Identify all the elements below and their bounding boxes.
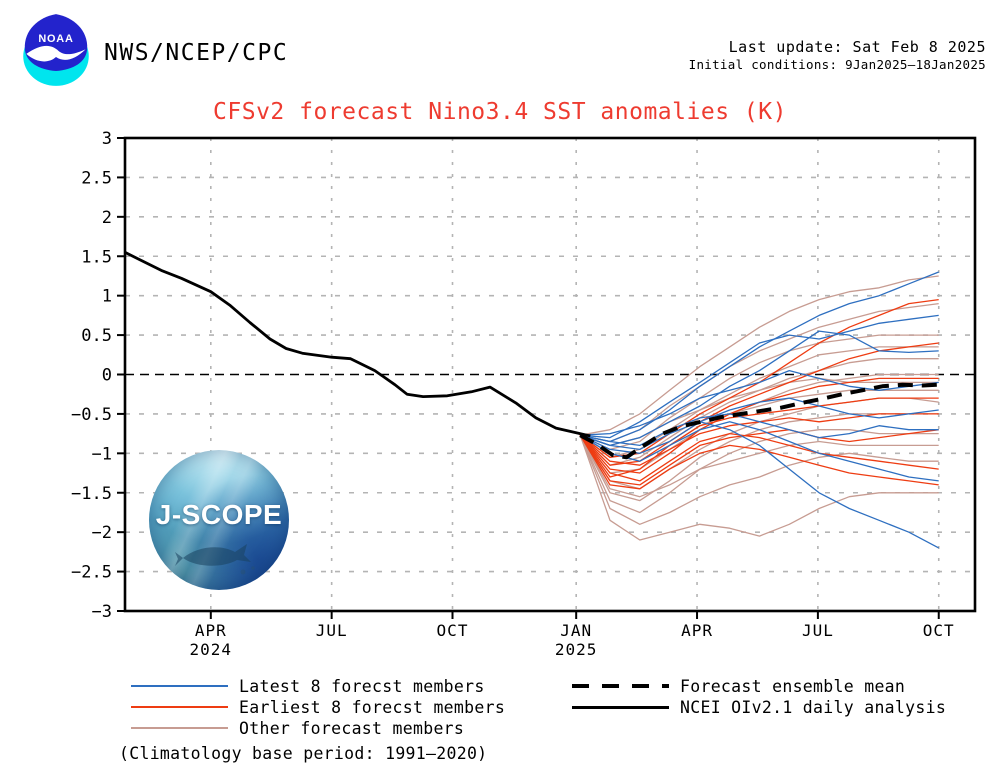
legend-sample-line-mean	[572, 684, 669, 688]
x-tick-label: JAN	[560, 621, 592, 640]
legend-label-mean: Forecast ensemble mean	[680, 676, 906, 696]
y-tick-label: −1.5	[71, 484, 112, 504]
member-line-latest	[580, 271, 939, 443]
ensemble-mean-line	[579, 382, 939, 460]
legend-entry-analysis: NCEI OIv2.1 daily analysis	[572, 697, 946, 717]
x-tick-label: APR	[195, 621, 227, 640]
legend-entry-earliest: Earliest 8 forecst members	[131, 697, 505, 717]
x-year-label: 2024	[190, 640, 233, 659]
member-line-earliest	[579, 397, 939, 478]
x-tick-label: OCT	[437, 621, 469, 640]
initial-conditions-text: Initial conditions: 9Jan2025–18Jan2025	[688, 56, 986, 72]
member-line-earliest	[579, 342, 939, 466]
member-line-latest	[579, 330, 939, 447]
member-line-other	[579, 434, 939, 525]
y-tick-label: 0	[102, 366, 112, 386]
y-tick-label: 1	[102, 287, 112, 307]
y-tick-label: 0.5	[81, 326, 112, 346]
climatology-note: (Climatology base period: 1991–2020)	[119, 744, 488, 763]
member-line-latest	[579, 421, 939, 482]
jscope-light-rays	[149, 450, 289, 590]
jscope-logo-text: J-SCOPE	[155, 499, 283, 530]
y-tick-label: 2.5	[81, 168, 112, 188]
x-tick-label: JUL	[802, 621, 834, 640]
last-update-text: Last update: Sat Feb 8 2025	[728, 38, 986, 56]
legend-label-analysis: NCEI OIv2.1 daily analysis	[680, 697, 947, 717]
legend-sample-line-latest	[131, 685, 228, 687]
x-tick-label: APR	[681, 621, 713, 640]
legend-sample-line-earliest	[131, 706, 228, 708]
member-line-other	[579, 434, 939, 498]
y-tick-label: 2	[102, 208, 112, 228]
noaa-logo-gull	[26, 45, 86, 62]
x-tick-label: OCT	[923, 621, 955, 640]
member-line-latest	[579, 421, 940, 549]
legend-label-latest: Latest 8 forecst members	[239, 676, 485, 696]
legend-sample-line-other	[131, 727, 228, 729]
chart-title: CFSv2 forecast Nino3.4 SST anomalies (K)	[213, 99, 787, 125]
jscope-logo: J-SCOPE	[149, 450, 289, 590]
noaa-logo-icon: NOAA	[23, 14, 89, 86]
y-tick-label: −0.5	[71, 405, 112, 425]
legend-label-earliest: Earliest 8 forecst members	[239, 697, 506, 717]
noaa-logo-text: NOAA	[38, 33, 73, 45]
member-line-latest	[580, 369, 939, 436]
member-line-latest	[579, 397, 939, 454]
y-tick-label: 3	[102, 129, 112, 149]
member-line-other	[579, 429, 939, 514]
member-line-other	[580, 275, 939, 436]
y-tick-label: −1	[92, 444, 112, 464]
x-tick-label: JUL	[316, 621, 348, 640]
member-line-other	[580, 302, 939, 443]
member-line-other	[579, 434, 939, 541]
x-year-label: 2025	[555, 640, 598, 659]
observed-line	[124, 251, 591, 438]
agency-title: NWS/NCEP/CPC	[104, 40, 289, 66]
legend-label-other: Other forecast members	[239, 718, 465, 738]
member-line-earliest	[579, 432, 939, 482]
member-line-earliest	[579, 429, 939, 486]
member-line-latest	[580, 314, 939, 439]
y-tick-label: 1.5	[81, 247, 112, 267]
jscope-fish-icon	[175, 544, 255, 575]
y-tick-label: −3	[92, 602, 112, 622]
member-line-latest	[580, 413, 939, 447]
legend-sample-line-analysis	[572, 705, 669, 709]
member-line-other	[579, 334, 939, 451]
legend-entry-mean: Forecast ensemble mean	[572, 676, 905, 696]
member-line-earliest	[579, 434, 939, 490]
update-info: Last update: Sat Feb 8 2025 Initial cond…	[689, 38, 986, 72]
y-tick-label: −2.5	[71, 563, 112, 583]
y-tick-label: −2	[92, 523, 112, 543]
legend-entry-other: Other forecast members	[131, 718, 464, 738]
legend-entry-latest: Latest 8 forecst members	[131, 676, 485, 696]
